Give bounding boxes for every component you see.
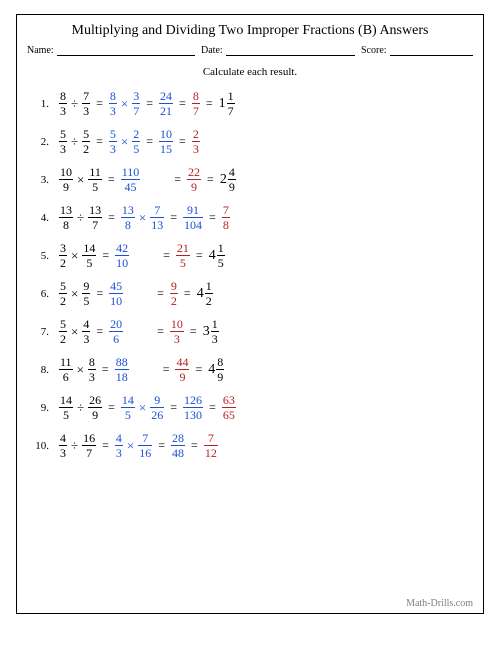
problem-steps: 52×43=206=103=313 — [59, 318, 219, 345]
problem-steps: 109×115=11045=229=249 — [59, 166, 236, 193]
problem-row: 4. 138÷137=138×713=91104=78 — [31, 204, 473, 231]
problem-row: 3. 109×115=11045=229=249 — [31, 166, 473, 193]
problem-number: 5. — [31, 250, 49, 262]
problem-row: 10. 43÷167=43×716=2848=712 — [31, 432, 473, 459]
name-line — [57, 45, 195, 56]
meta-row: Name: Date: Score: — [27, 45, 473, 56]
problem-steps: 52×95=4510=92=412 — [59, 280, 213, 307]
problem-steps: 43÷167=43×716=2848=712 — [59, 432, 218, 459]
problem-steps: 83÷73=83×37=2421=87=117 — [59, 90, 235, 117]
date-line — [226, 45, 355, 56]
problem-steps: 116×83=8818=449=489 — [59, 356, 224, 383]
problem-row: 5. 32×145=4210=215=415 — [31, 242, 473, 269]
problem-row: 2. 53÷52=53×25=1015=23 — [31, 128, 473, 155]
problem-number: 9. — [31, 402, 49, 414]
date-label: Date: — [201, 45, 223, 56]
problem-row: 7. 52×43=206=103=313 — [31, 318, 473, 345]
score-line — [390, 45, 473, 56]
problem-steps: 145÷269=145×926=126130=6365 — [59, 394, 236, 421]
problem-number: 4. — [31, 212, 49, 224]
problem-steps: 138÷137=138×713=91104=78 — [59, 204, 230, 231]
problem-number: 1. — [31, 98, 49, 110]
problem-row: 1. 83÷73=83×37=2421=87=117 — [31, 90, 473, 117]
score-label: Score: — [361, 45, 387, 56]
problem-steps: 53÷52=53×25=1015=23 — [59, 128, 200, 155]
problem-number: 8. — [31, 364, 49, 376]
instruction: Calculate each result. — [27, 66, 473, 78]
problem-list: 1. 83÷73=83×37=2421=87=117 2. 53÷52=53×25=1… — [27, 90, 473, 459]
worksheet-page: Multiplying and Dividing Two Improper Fr… — [0, 14, 500, 661]
footer: Math-Drills.com — [406, 598, 473, 609]
content-frame: Multiplying and Dividing Two Improper Fr… — [16, 14, 484, 614]
problem-number: 2. — [31, 136, 49, 148]
problem-number: 10. — [31, 440, 49, 452]
problem-row: 9. 145÷269=145×926=126130=6365 — [31, 394, 473, 421]
problem-number: 6. — [31, 288, 49, 300]
problem-steps: 32×145=4210=215=415 — [59, 242, 225, 269]
problem-number: 7. — [31, 326, 49, 338]
name-label: Name: — [27, 45, 54, 56]
page-title: Multiplying and Dividing Two Improper Fr… — [27, 23, 473, 39]
problem-row: 6. 52×95=4510=92=412 — [31, 280, 473, 307]
problem-number: 3. — [31, 174, 49, 186]
problem-row: 8. 116×83=8818=449=489 — [31, 356, 473, 383]
